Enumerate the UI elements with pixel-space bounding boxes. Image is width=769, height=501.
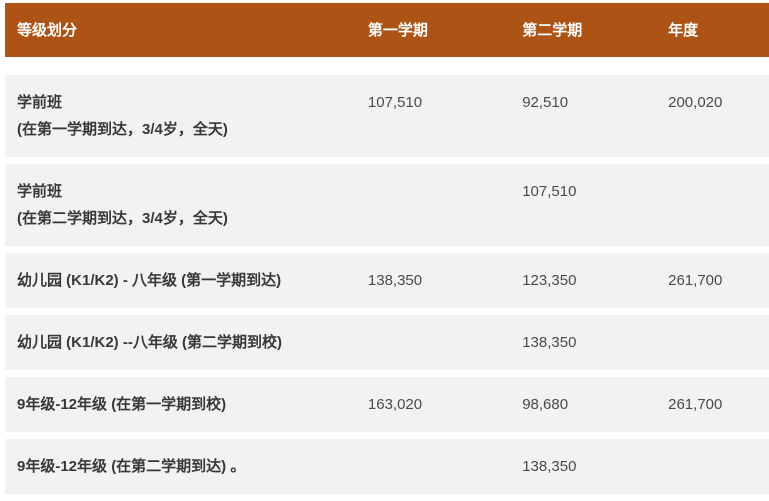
table-row: 9年级-12年级 (在第一学期到校) 163,020 98,680 261,70… xyxy=(5,377,769,432)
header-second-semester: 第二学期 xyxy=(522,21,583,39)
second-semester-value: 98,680 xyxy=(522,396,569,413)
row-label-line1: 学前班 xyxy=(17,94,63,111)
first-semester-value xyxy=(368,164,522,192)
annual-value xyxy=(668,164,769,192)
header-first-semester: 第一学期 xyxy=(367,21,428,39)
first-semester-value: 163,020 xyxy=(367,396,423,413)
row-label-line1: 9年级-12年级 (在第二学期到达) 。 xyxy=(17,458,246,475)
table-row: 幼儿园 (K1/K2) - 八年级 (第一学期到达) 138,350 123,3… xyxy=(5,253,769,308)
row-label: 幼儿园 (K1/K2) --八年级 (第二学期到校) xyxy=(5,315,368,370)
row-label: 9年级-12年级 (在第二学期到达) 。 xyxy=(5,439,368,494)
row-label: 学前班 (在第二学期到达，3/4岁，全天) xyxy=(5,164,368,246)
row-label: 9年级-12年级 (在第一学期到校) xyxy=(5,377,368,432)
row-label-line1: 幼儿园 (K1/K2) --八年级 (第二学期到校) xyxy=(17,334,282,351)
header-grade-division: 等级划分 xyxy=(17,21,78,39)
first-semester-value: 107,510 xyxy=(367,94,423,111)
annual-value: 200,020 xyxy=(668,94,723,111)
table-row: 学前班 (在第一学期到达，3/4岁，全天) 107,510 92,510 200… xyxy=(5,75,769,157)
second-semester-value: 92,510 xyxy=(522,94,569,111)
table-header-row: 等级划分 第一学期 第二学期 年度 xyxy=(5,3,769,57)
row-label-line2: (在第二学期到达，3/4岁，全天) xyxy=(17,210,228,227)
row-label: 幼儿园 (K1/K2) - 八年级 (第一学期到达) xyxy=(5,253,368,308)
fee-table: 等级划分 第一学期 第二学期 年度 学前班 (在第一学期到达，3/4岁，全天) … xyxy=(5,3,769,494)
second-semester-value: 107,510 xyxy=(522,183,577,200)
annual-value xyxy=(668,439,769,467)
second-semester-value: 138,350 xyxy=(522,334,577,351)
annual-value: 261,700 xyxy=(668,272,723,289)
header-annual: 年度 xyxy=(668,21,699,39)
second-semester-value: 138,350 xyxy=(522,458,577,475)
row-label-line1: 9年级-12年级 (在第一学期到校) xyxy=(17,396,227,413)
first-semester-value xyxy=(368,315,522,343)
second-semester-value: 123,350 xyxy=(522,272,577,289)
row-label: 学前班 (在第一学期到达，3/4岁，全天) xyxy=(5,75,368,157)
table-row: 幼儿园 (K1/K2) --八年级 (第二学期到校) 138,350 xyxy=(5,315,769,370)
row-label-line2: (在第一学期到达，3/4岁，全天) xyxy=(17,121,228,138)
row-label-line1: 幼儿园 (K1/K2) - 八年级 (第一学期到达) xyxy=(17,272,282,289)
row-label-line1: 学前班 xyxy=(17,183,63,200)
first-semester-value: 138,350 xyxy=(367,272,423,289)
table-row: 9年级-12年级 (在第二学期到达) 。 138,350 xyxy=(5,439,769,494)
table-row: 学前班 (在第二学期到达，3/4岁，全天) 107,510 xyxy=(5,164,769,246)
annual-value xyxy=(668,315,769,343)
first-semester-value xyxy=(368,439,522,467)
annual-value: 261,700 xyxy=(668,396,723,413)
